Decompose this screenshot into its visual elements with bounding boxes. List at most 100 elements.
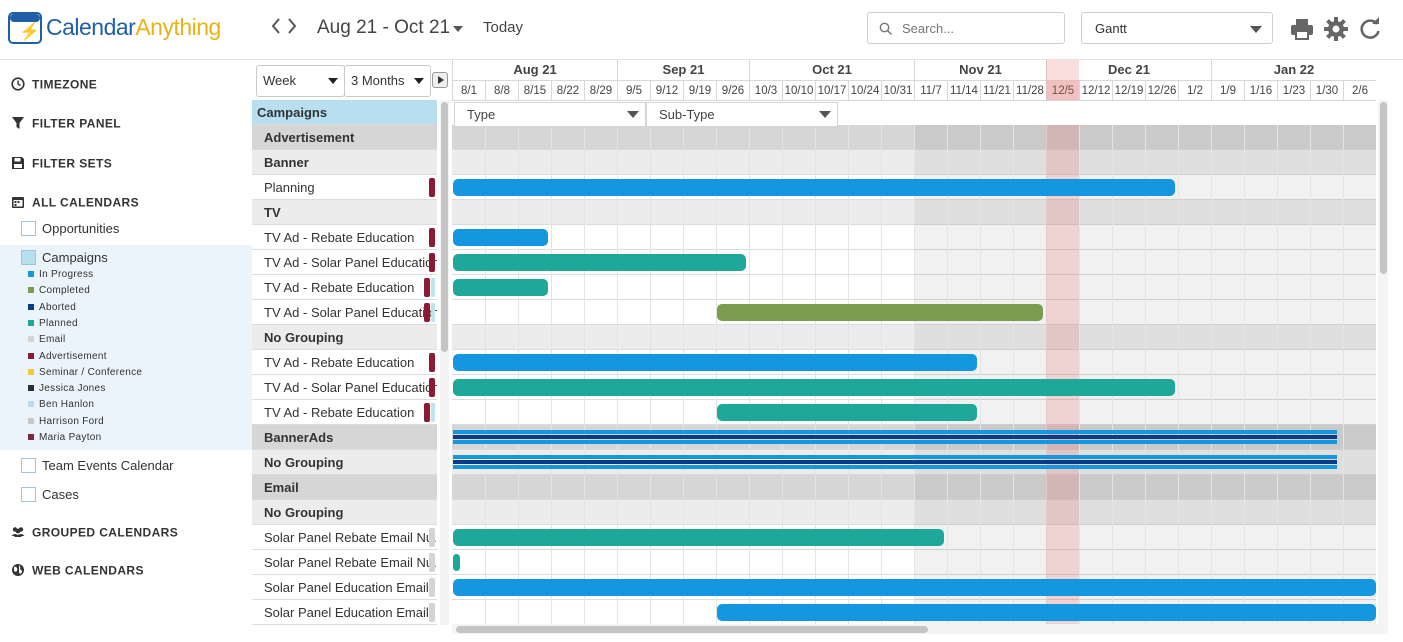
- gantt-bar[interactable]: [717, 604, 1376, 621]
- gantt-bar-stripe[interactable]: [453, 430, 1337, 434]
- gantt-row-item[interactable]: Solar Panel Education Email ...: [252, 575, 437, 600]
- gantt-bar[interactable]: [717, 404, 977, 421]
- calendar-campaigns[interactable]: Campaigns: [21, 250, 108, 265]
- row-label: No Grouping: [264, 505, 344, 520]
- gantt-bar[interactable]: [453, 279, 548, 296]
- chevron-down-icon: [627, 111, 639, 118]
- type-filter-select[interactable]: Type: [454, 102, 646, 127]
- legend-label: Harrison Ford: [39, 415, 105, 427]
- gantt-row-item[interactable]: TV Ad - Rebate Education: [252, 275, 437, 300]
- gantt-row-group[interactable]: BannerAds: [252, 425, 437, 450]
- legend-label: Planned: [39, 317, 78, 329]
- gantt-row-item[interactable]: TV Ad - Solar Panel Education: [252, 300, 437, 325]
- gantt-row-item[interactable]: Planning: [252, 175, 437, 200]
- calendar-icon: [11, 195, 25, 212]
- campaigns-block: [0, 245, 252, 450]
- date-range-label[interactable]: Aug 21 - Oct 21: [317, 17, 451, 38]
- gantt-bar-stripe[interactable]: [453, 460, 1337, 464]
- row-label: TV Ad - Rebate Education: [264, 230, 415, 245]
- gantt-row-group[interactable]: No Grouping: [252, 500, 437, 525]
- gantt-bar[interactable]: [453, 254, 746, 271]
- gantt-row-item[interactable]: TV Ad - Rebate Education: [252, 400, 437, 425]
- gantt-bar-stripe[interactable]: [453, 440, 1337, 444]
- logo-text-part1: Calendar: [46, 14, 136, 40]
- gantt-bar[interactable]: [453, 554, 460, 571]
- gantt-bar[interactable]: [453, 529, 944, 546]
- gantt-bar[interactable]: [453, 179, 1175, 196]
- gear-icon[interactable]: [1323, 16, 1349, 42]
- grid-line: [1046, 125, 1047, 625]
- subtype-filter-select[interactable]: Sub-Type: [646, 102, 838, 127]
- gantt-bar[interactable]: [453, 379, 1175, 396]
- gantt-bar-stripe[interactable]: [453, 465, 1337, 469]
- calendar-cases[interactable]: Cases: [21, 487, 79, 502]
- next-range-button[interactable]: [286, 16, 298, 41]
- week-label: 11/14: [947, 80, 980, 100]
- grouped-calendars-section[interactable]: GROUPED CALENDARS: [11, 525, 178, 542]
- filter-sets-label: FILTER SETS: [32, 156, 113, 171]
- grouped-calendars-label: GROUPED CALENDARS: [32, 525, 179, 540]
- view-select[interactable]: Gantt: [1081, 12, 1273, 44]
- gantt-row-group[interactable]: Email: [252, 475, 437, 500]
- checkbox[interactable]: [21, 221, 36, 236]
- legend-swatch: [28, 401, 34, 408]
- row-label: Banner: [264, 155, 309, 170]
- timeline-horizontal-scrollbar[interactable]: [452, 624, 1388, 634]
- gantt-row-item[interactable]: Solar Panel Education Email ...: [252, 600, 437, 625]
- gantt-row-group[interactable]: Banner: [252, 150, 437, 175]
- month-label: Oct 21: [749, 60, 914, 80]
- search-box[interactable]: [867, 12, 1065, 44]
- row-label: Solar Panel Education Email ...: [264, 580, 437, 595]
- row-label: Solar Panel Rebate Email Nu...: [264, 530, 437, 545]
- timeline-vertical-scrollbar[interactable]: [1378, 100, 1388, 625]
- category-tag: [429, 603, 435, 622]
- web-calendars-section[interactable]: WEB CALENDARS: [11, 563, 144, 580]
- gantt-row-group[interactable]: Campaigns: [252, 100, 437, 125]
- scale-select[interactable]: Week: [256, 65, 345, 97]
- prev-range-button[interactable]: [270, 16, 282, 41]
- gantt-row-group[interactable]: No Grouping: [252, 325, 437, 350]
- gantt-row-group[interactable]: TV: [252, 200, 437, 225]
- timezone-section[interactable]: TIMEZONE: [11, 77, 97, 94]
- gantt-bar-stripe[interactable]: [453, 455, 1337, 459]
- all-calendars-section[interactable]: ALL CALENDARS: [11, 195, 139, 212]
- gantt-row-item[interactable]: Solar Panel Rebate Email Nu...: [252, 550, 437, 575]
- legend-label: Ben Hanlon: [39, 399, 95, 411]
- print-icon[interactable]: [1289, 16, 1315, 42]
- today-button[interactable]: Today: [483, 19, 524, 36]
- calendar-label: Campaigns: [42, 250, 108, 265]
- gantt-row-item[interactable]: TV Ad - Solar Panel Education: [252, 250, 437, 275]
- calendar-opportunities[interactable]: Opportunities: [21, 221, 119, 236]
- gantt-row-item[interactable]: TV Ad - Rebate Education: [252, 350, 437, 375]
- gantt-row-item[interactable]: TV Ad - Solar Panel Education: [252, 375, 437, 400]
- refresh-icon[interactable]: [1357, 16, 1383, 42]
- gantt-bar[interactable]: [453, 579, 1376, 596]
- checkbox[interactable]: [21, 487, 36, 502]
- legend-swatch: [28, 303, 34, 310]
- checkbox[interactable]: [21, 250, 36, 265]
- gantt-bar[interactable]: [717, 304, 1043, 321]
- filter-panel-label: FILTER PANEL: [32, 116, 122, 131]
- week-label: 12/19: [1112, 80, 1145, 100]
- gantt-row-item[interactable]: Solar Panel Rebate Email Nu...: [252, 525, 437, 550]
- chevron-down-icon[interactable]: [453, 26, 463, 32]
- filter-panel-section[interactable]: FILTER PANEL: [11, 116, 121, 133]
- span-select[interactable]: 3 Months: [344, 65, 431, 97]
- play-icon[interactable]: [432, 72, 448, 88]
- grid-line: [980, 125, 981, 625]
- gantt-bar[interactable]: [453, 229, 548, 246]
- row-label: Email: [264, 480, 299, 495]
- week-label: 9/5: [617, 80, 650, 100]
- checkbox[interactable]: [21, 458, 36, 473]
- gantt-row-item[interactable]: TV Ad - Rebate Education: [252, 225, 437, 250]
- grid-line: [1178, 125, 1179, 625]
- gantt-row-group[interactable]: Advertisement: [252, 125, 437, 150]
- calendar-team-events[interactable]: Team Events Calendar: [21, 458, 174, 473]
- filter-sets-section[interactable]: FILTER SETS: [11, 156, 112, 173]
- gantt-row-group[interactable]: No Grouping: [252, 450, 437, 475]
- search-input[interactable]: [900, 20, 1054, 37]
- gantt-bar-stripe[interactable]: [453, 435, 1337, 439]
- gantt-bar[interactable]: [453, 354, 977, 371]
- row-list-scrollbar[interactable]: [440, 100, 449, 625]
- week-label: 9/26: [716, 80, 749, 100]
